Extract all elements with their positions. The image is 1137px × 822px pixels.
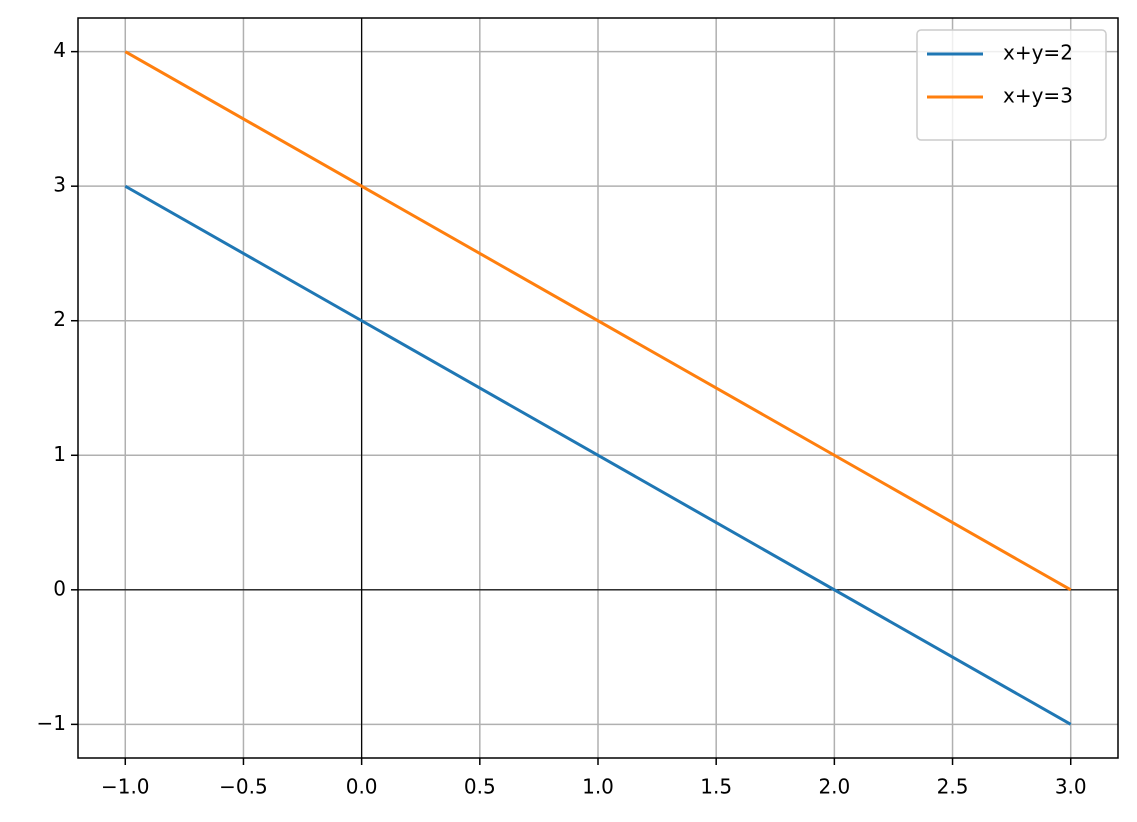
x-tick-label: 2.0 bbox=[818, 775, 850, 799]
x-tick-label: 0.5 bbox=[464, 775, 496, 799]
y-tick-label: 1 bbox=[53, 442, 66, 466]
x-tick-label: −0.5 bbox=[219, 775, 268, 799]
axes-frame bbox=[77, 17, 1119, 759]
x-tick-label: 1.0 bbox=[582, 775, 614, 799]
x-tick-label: −1.0 bbox=[101, 775, 150, 799]
x-tick-label: 0.0 bbox=[346, 775, 378, 799]
x-tick-label: 2.5 bbox=[937, 775, 969, 799]
x-tick-label: 1.5 bbox=[700, 775, 732, 799]
y-tick-label: 2 bbox=[53, 307, 66, 331]
y-tick-label: −1 bbox=[37, 711, 66, 735]
series-line bbox=[124, 184, 1072, 726]
y-tick-label: 0 bbox=[53, 576, 66, 600]
legend-label: x+y=3 bbox=[1003, 84, 1073, 108]
series-line bbox=[124, 50, 1072, 592]
y-tick-label: 3 bbox=[53, 173, 66, 197]
legend-box bbox=[916, 29, 1107, 141]
y-tick-label: 4 bbox=[53, 38, 66, 62]
x-tick-label: 3.0 bbox=[1055, 775, 1087, 799]
legend-label: x+y=2 bbox=[1003, 41, 1073, 65]
